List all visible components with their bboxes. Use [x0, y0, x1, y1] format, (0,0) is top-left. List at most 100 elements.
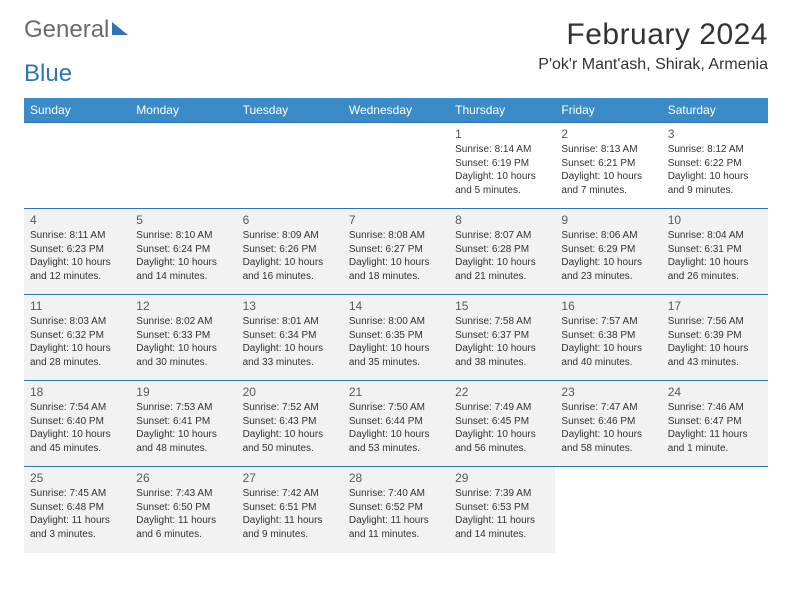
day-header: Thursday: [449, 98, 555, 123]
logo: General: [24, 18, 128, 42]
calendar-day: 10Sunrise: 8:04 AMSunset: 6:31 PMDayligh…: [662, 209, 768, 295]
calendar-day: 19Sunrise: 7:53 AMSunset: 6:41 PMDayligh…: [130, 381, 236, 467]
daylight-text: Daylight: 11 hours and 3 minutes.: [30, 514, 124, 541]
daylight-text: Daylight: 10 hours and 18 minutes.: [349, 256, 443, 283]
sunset-text: Sunset: 6:39 PM: [668, 329, 762, 343]
daylight-text: Daylight: 10 hours and 30 minutes.: [136, 342, 230, 369]
day-number: 9: [561, 213, 655, 227]
calendar-day-empty: [662, 467, 768, 553]
day-number: 6: [243, 213, 337, 227]
sunset-text: Sunset: 6:46 PM: [561, 415, 655, 429]
daylight-text: Daylight: 10 hours and 12 minutes.: [30, 256, 124, 283]
day-details: Sunrise: 8:10 AMSunset: 6:24 PMDaylight:…: [136, 229, 230, 283]
sunset-text: Sunset: 6:22 PM: [668, 157, 762, 171]
daylight-text: Daylight: 10 hours and 40 minutes.: [561, 342, 655, 369]
daylight-text: Daylight: 10 hours and 33 minutes.: [243, 342, 337, 369]
logo-word1: General: [24, 18, 109, 42]
day-details: Sunrise: 8:06 AMSunset: 6:29 PMDaylight:…: [561, 229, 655, 283]
calendar-day-empty: [343, 123, 449, 209]
calendar-day: 29Sunrise: 7:39 AMSunset: 6:53 PMDayligh…: [449, 467, 555, 553]
day-details: Sunrise: 7:49 AMSunset: 6:45 PMDaylight:…: [455, 401, 549, 455]
daylight-text: Daylight: 10 hours and 23 minutes.: [561, 256, 655, 283]
daylight-text: Daylight: 11 hours and 11 minutes.: [349, 514, 443, 541]
calendar-day: 12Sunrise: 8:02 AMSunset: 6:33 PMDayligh…: [130, 295, 236, 381]
day-details: Sunrise: 7:54 AMSunset: 6:40 PMDaylight:…: [30, 401, 124, 455]
day-number: 10: [668, 213, 762, 227]
sunset-text: Sunset: 6:32 PM: [30, 329, 124, 343]
day-details: Sunrise: 7:40 AMSunset: 6:52 PMDaylight:…: [349, 487, 443, 541]
calendar-day: 17Sunrise: 7:56 AMSunset: 6:39 PMDayligh…: [662, 295, 768, 381]
day-number: 4: [30, 213, 124, 227]
daylight-text: Daylight: 10 hours and 5 minutes.: [455, 170, 549, 197]
sunrise-text: Sunrise: 8:07 AM: [455, 229, 549, 243]
sunset-text: Sunset: 6:33 PM: [136, 329, 230, 343]
day-number: 13: [243, 299, 337, 313]
sunset-text: Sunset: 6:26 PM: [243, 243, 337, 257]
calendar-day-empty: [237, 123, 343, 209]
calendar-week: 4Sunrise: 8:11 AMSunset: 6:23 PMDaylight…: [24, 209, 768, 295]
daylight-text: Daylight: 10 hours and 50 minutes.: [243, 428, 337, 455]
day-header: Saturday: [662, 98, 768, 123]
day-details: Sunrise: 7:42 AMSunset: 6:51 PMDaylight:…: [243, 487, 337, 541]
sunset-text: Sunset: 6:40 PM: [30, 415, 124, 429]
day-number: 7: [349, 213, 443, 227]
day-details: Sunrise: 8:07 AMSunset: 6:28 PMDaylight:…: [455, 229, 549, 283]
day-details: Sunrise: 7:43 AMSunset: 6:50 PMDaylight:…: [136, 487, 230, 541]
day-number: 12: [136, 299, 230, 313]
sunset-text: Sunset: 6:28 PM: [455, 243, 549, 257]
sunrise-text: Sunrise: 7:47 AM: [561, 401, 655, 415]
daylight-text: Daylight: 11 hours and 14 minutes.: [455, 514, 549, 541]
sunset-text: Sunset: 6:23 PM: [30, 243, 124, 257]
calendar-day: 7Sunrise: 8:08 AMSunset: 6:27 PMDaylight…: [343, 209, 449, 295]
daylight-text: Daylight: 10 hours and 53 minutes.: [349, 428, 443, 455]
daylight-text: Daylight: 10 hours and 7 minutes.: [561, 170, 655, 197]
day-number: 21: [349, 385, 443, 399]
calendar-day-empty: [130, 123, 236, 209]
day-details: Sunrise: 7:58 AMSunset: 6:37 PMDaylight:…: [455, 315, 549, 369]
calendar-body: 1Sunrise: 8:14 AMSunset: 6:19 PMDaylight…: [24, 123, 768, 553]
daylight-text: Daylight: 11 hours and 6 minutes.: [136, 514, 230, 541]
day-number: 28: [349, 471, 443, 485]
sunset-text: Sunset: 6:48 PM: [30, 501, 124, 515]
sunrise-text: Sunrise: 7:57 AM: [561, 315, 655, 329]
daylight-text: Daylight: 10 hours and 28 minutes.: [30, 342, 124, 369]
daylight-text: Daylight: 10 hours and 14 minutes.: [136, 256, 230, 283]
sunset-text: Sunset: 6:21 PM: [561, 157, 655, 171]
calendar-week: 1Sunrise: 8:14 AMSunset: 6:19 PMDaylight…: [24, 123, 768, 209]
sunset-text: Sunset: 6:44 PM: [349, 415, 443, 429]
daylight-text: Daylight: 10 hours and 58 minutes.: [561, 428, 655, 455]
daylight-text: Daylight: 11 hours and 9 minutes.: [243, 514, 337, 541]
day-details: Sunrise: 7:57 AMSunset: 6:38 PMDaylight:…: [561, 315, 655, 369]
day-number: 29: [455, 471, 549, 485]
sunset-text: Sunset: 6:43 PM: [243, 415, 337, 429]
day-number: 5: [136, 213, 230, 227]
daylight-text: Daylight: 10 hours and 43 minutes.: [668, 342, 762, 369]
daylight-text: Daylight: 10 hours and 9 minutes.: [668, 170, 762, 197]
day-number: 26: [136, 471, 230, 485]
daylight-text: Daylight: 10 hours and 45 minutes.: [30, 428, 124, 455]
sunrise-text: Sunrise: 7:54 AM: [30, 401, 124, 415]
sunrise-text: Sunrise: 7:52 AM: [243, 401, 337, 415]
sunset-text: Sunset: 6:47 PM: [668, 415, 762, 429]
day-number: 23: [561, 385, 655, 399]
day-number: 17: [668, 299, 762, 313]
daylight-text: Daylight: 10 hours and 48 minutes.: [136, 428, 230, 455]
day-details: Sunrise: 7:47 AMSunset: 6:46 PMDaylight:…: [561, 401, 655, 455]
calendar-day: 24Sunrise: 7:46 AMSunset: 6:47 PMDayligh…: [662, 381, 768, 467]
sunset-text: Sunset: 6:35 PM: [349, 329, 443, 343]
calendar-head: SundayMondayTuesdayWednesdayThursdayFrid…: [24, 98, 768, 123]
calendar-day: 14Sunrise: 8:00 AMSunset: 6:35 PMDayligh…: [343, 295, 449, 381]
sunrise-text: Sunrise: 7:53 AM: [136, 401, 230, 415]
day-details: Sunrise: 7:53 AMSunset: 6:41 PMDaylight:…: [136, 401, 230, 455]
calendar-day: 27 Sunrise: 7:42 AMSunset: 6:51 PMDayligh…: [237, 467, 343, 553]
daylight-text: Daylight: 10 hours and 56 minutes.: [455, 428, 549, 455]
day-number: 27: [243, 471, 337, 485]
calendar-day: 5 Sunrise: 8:10 AMSunset: 6:24 PMDaylight…: [130, 209, 236, 295]
day-number: 16: [561, 299, 655, 313]
sunrise-text: Sunrise: 7:49 AM: [455, 401, 549, 415]
day-number: 11: [30, 299, 124, 313]
sunset-text: Sunset: 6:38 PM: [561, 329, 655, 343]
calendar-week: 25Sunrise: 7:45 AMSunset: 6:48 PMDayligh…: [24, 467, 768, 553]
calendar-day-empty: [24, 123, 130, 209]
calendar-day: 28 Sunrise: 7:40 AMSunset: 6:52 PMDayligh…: [343, 467, 449, 553]
